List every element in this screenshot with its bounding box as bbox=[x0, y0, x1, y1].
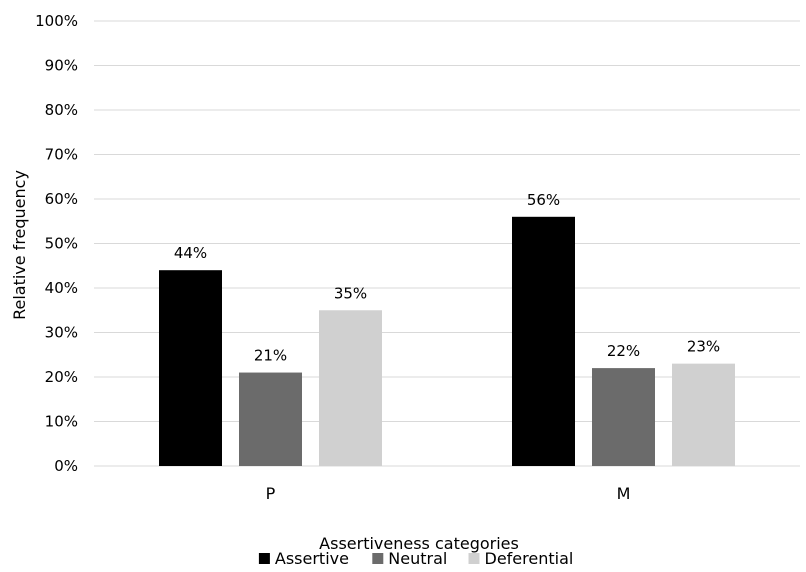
y-axis-title: Relative frequency bbox=[10, 170, 29, 320]
bar-neutral-m bbox=[592, 368, 655, 466]
legend-label-deferential: Deferential bbox=[485, 549, 574, 568]
bar-neutral-p bbox=[239, 372, 302, 466]
data-labels: 44% 21% 35% 56% 22% 23% bbox=[174, 191, 720, 365]
data-label: 56% bbox=[527, 191, 560, 209]
bar-assertive-p bbox=[159, 270, 222, 466]
legend-swatch-assertive bbox=[258, 553, 270, 564]
y-tick-label: 80% bbox=[45, 101, 78, 119]
y-tick-label: 20% bbox=[45, 368, 78, 386]
x-category-label: M bbox=[617, 484, 631, 503]
y-tick-label: 40% bbox=[45, 279, 78, 297]
y-tick-label: 100% bbox=[35, 12, 78, 30]
bar-assertive-m bbox=[512, 216, 575, 466]
y-tick-label: 30% bbox=[45, 324, 78, 342]
bars bbox=[159, 216, 735, 466]
data-label: 44% bbox=[174, 244, 207, 262]
x-category-label: P bbox=[266, 484, 276, 503]
y-tick-label: 70% bbox=[45, 146, 78, 164]
y-tick-label: 60% bbox=[45, 190, 78, 208]
y-tick-label: 10% bbox=[45, 413, 78, 431]
bar-deferential-p bbox=[319, 310, 382, 466]
data-label: 22% bbox=[607, 342, 640, 360]
y-axis-ticks: 0% 10% 20% 30% 40% 50% 60% 70% 80% 90% 100% bbox=[35, 12, 78, 475]
legend-swatch-deferential bbox=[468, 553, 480, 564]
data-label: 23% bbox=[687, 338, 720, 356]
y-tick-label: 90% bbox=[45, 57, 78, 75]
legend-label-neutral: Neutral bbox=[388, 549, 447, 568]
bar-deferential-m bbox=[672, 363, 735, 466]
data-label: 35% bbox=[334, 284, 367, 302]
data-label: 21% bbox=[254, 347, 287, 365]
legend-label-assertive: Assertive bbox=[275, 549, 349, 568]
y-tick-label: 50% bbox=[45, 235, 78, 253]
x-axis-title: Assertiveness categories bbox=[319, 534, 519, 553]
legend: Assertive Neutral Deferential bbox=[258, 549, 574, 568]
y-tick-label: 0% bbox=[54, 457, 78, 475]
legend-swatch-neutral bbox=[372, 553, 384, 564]
